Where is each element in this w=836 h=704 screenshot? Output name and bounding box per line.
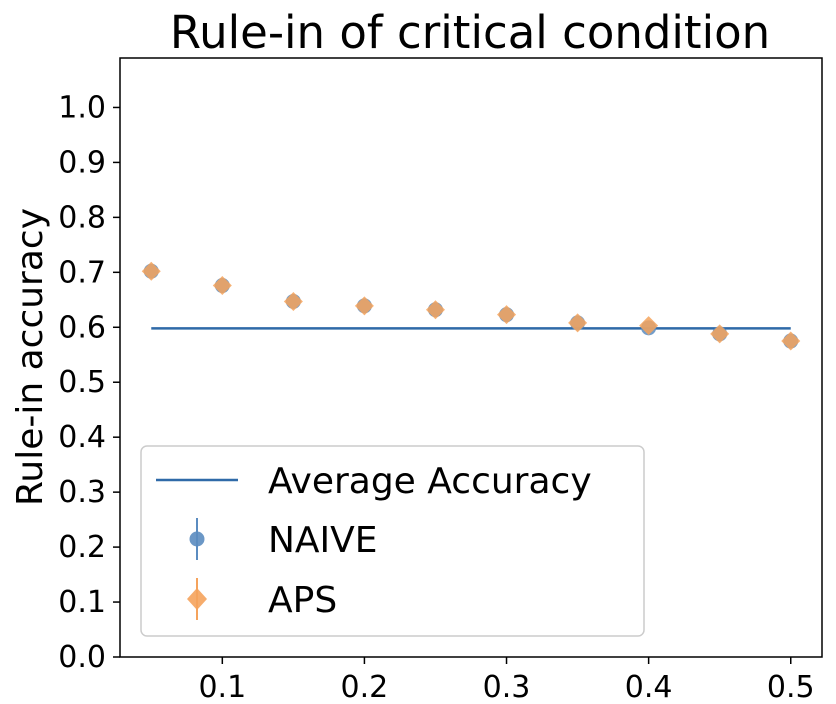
plot-marks — [141, 261, 801, 351]
x-tick-label: 0.4 — [625, 670, 673, 704]
aps-point — [710, 324, 730, 344]
aps-point — [141, 261, 161, 281]
y-tick-label: 0.8 — [58, 200, 106, 235]
y-tick-label: 1.0 — [58, 90, 106, 125]
aps-point — [425, 300, 445, 320]
y-tick-label: 0.9 — [58, 145, 106, 180]
aps-point — [354, 296, 374, 316]
y-tick-label: 0.1 — [58, 585, 106, 620]
chart-title: Rule-in of critical condition — [170, 6, 770, 59]
aps-point — [568, 313, 588, 333]
aps-point — [212, 276, 232, 296]
y-tick-label: 0.5 — [58, 365, 106, 400]
aps-point — [781, 331, 801, 351]
y-tick-label: 0.3 — [58, 475, 106, 510]
legend-label-naive: NAIVE — [268, 520, 378, 561]
x-axis: 0.1 0.2 0.3 0.4 0.5 — [198, 657, 815, 704]
x-tick-label: 0.3 — [483, 670, 531, 704]
legend-label-average-accuracy: Average Accuracy — [268, 461, 592, 502]
legend-marker-naive — [189, 518, 205, 560]
x-tick-label: 0.5 — [767, 670, 815, 704]
legend-circle-marker — [189, 531, 205, 547]
y-tick-label: 0.6 — [58, 310, 106, 345]
aps-point — [497, 305, 517, 325]
legend: Average Accuracy NAIVE APS — [140, 445, 645, 637]
x-tick-label: 0.2 — [341, 670, 389, 704]
legend-diamond-marker — [187, 588, 207, 610]
y-tick-label: 0.7 — [58, 255, 106, 290]
legend-label-aps: APS — [268, 580, 337, 621]
y-tick-label: 0.2 — [58, 530, 106, 565]
y-tick-label: 0.0 — [58, 640, 106, 675]
aps-point — [283, 291, 303, 311]
legend-box — [140, 445, 645, 637]
aps-point — [639, 316, 659, 336]
y-tick-label: 0.4 — [58, 420, 106, 455]
y-axis-label: Rule-in accuracy — [10, 208, 51, 506]
legend-marker-aps — [187, 578, 207, 620]
y-axis: 0.0 0.1 0.2 0.3 0.4 0.5 0.6 0.7 0.8 0.9 1.0 — [58, 90, 120, 675]
x-tick-label: 0.1 — [198, 670, 246, 704]
